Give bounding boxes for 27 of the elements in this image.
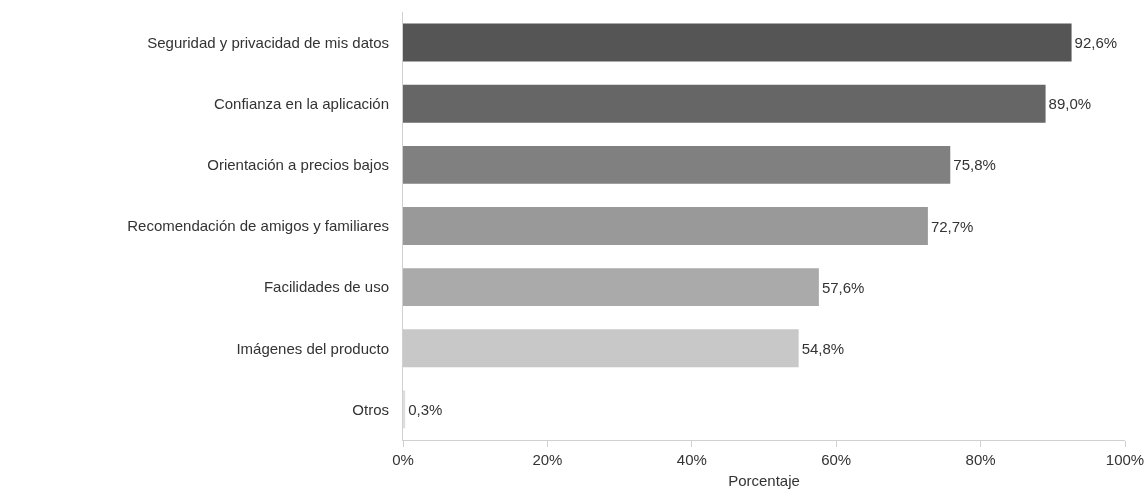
x-tick-label: 60% (821, 451, 852, 468)
data-label: 54,8% (801, 339, 845, 357)
y-tick-label: Recomendación de amigos y familiares (127, 217, 389, 235)
data-label: 75,8% (953, 156, 996, 174)
x-tick-label: 100% (1105, 451, 1145, 468)
bar (403, 268, 819, 307)
x-tick-label: 0% (392, 451, 414, 468)
data-label: 72,7% (930, 217, 974, 235)
x-tick-label: 20% (532, 451, 563, 468)
y-tick-label: Confianza en la aplicación (213, 94, 389, 112)
x-axis-title: Porcentaje (728, 472, 800, 489)
y-tick-label: Imágenes del producto (236, 339, 389, 357)
bar (403, 390, 406, 429)
y-tick-label: Orientación a precios bajos (207, 156, 389, 174)
y-tick-label: Seguridad y privacidad de mis datos (147, 33, 389, 51)
bar (403, 84, 1046, 123)
data-label: 92,6% (1074, 34, 1118, 52)
data-label: 57,6% (821, 278, 865, 296)
bar (403, 145, 951, 184)
bar (403, 207, 928, 245)
y-tick-label: Facilidades de uso (263, 278, 389, 296)
bar (403, 23, 1072, 62)
y-tick-label: Otros (352, 400, 389, 418)
x-tick-label: 40% (676, 451, 707, 468)
data-label: 89,0% (1048, 95, 1092, 113)
x-tick-label: 80% (965, 451, 996, 468)
data-label: 0,3% (408, 400, 443, 418)
